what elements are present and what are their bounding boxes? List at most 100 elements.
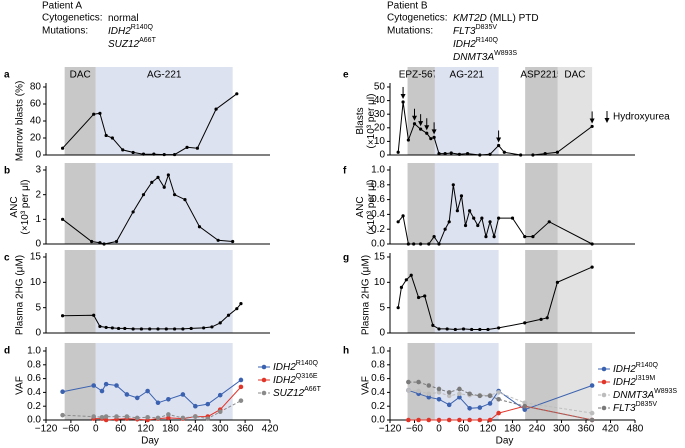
series-line (408, 389, 593, 414)
data-point (396, 306, 400, 310)
treatment-band (64, 163, 96, 244)
data-point (467, 391, 472, 397)
legend-marker (601, 366, 607, 372)
data-point (399, 285, 404, 289)
data-point (412, 242, 416, 246)
treatment-band (557, 343, 593, 420)
data-point (496, 397, 501, 402)
data-point (477, 405, 483, 410)
x-axis-label: Day (141, 436, 159, 447)
data-point (423, 294, 427, 298)
mutation: DNMT3AW893S (453, 50, 517, 63)
y-tick-label: 20 (30, 133, 42, 144)
panel-letter: g (343, 253, 349, 264)
y-tick-label: 0.6 (371, 373, 385, 384)
y-tick-label: 0.2 (371, 224, 385, 235)
y-tick-label: 2 (35, 189, 41, 200)
data-point (60, 314, 65, 318)
legend-gene: FLT3 (613, 403, 636, 414)
data-point (459, 194, 464, 198)
y-tick-label: 0 (35, 239, 41, 250)
data-point (486, 327, 490, 332)
y-tick-label: 0.4 (27, 387, 41, 398)
data-point (166, 415, 171, 421)
treatment-band (525, 343, 558, 420)
data-point (60, 217, 65, 221)
data-point (205, 416, 211, 421)
y-axis-label: ANC (355, 196, 366, 217)
data-point (183, 198, 187, 202)
variant: R140Q (131, 24, 154, 31)
gene: DNMT3A (453, 52, 494, 63)
data-point (134, 395, 140, 401)
y-axis-label: Blasts (355, 107, 366, 134)
x-tick-label: 180 (162, 424, 179, 435)
data-point (193, 403, 198, 409)
data-point (110, 136, 114, 140)
y-tick-label: 0 (379, 150, 385, 161)
y-tick-label: 15 (30, 252, 42, 263)
y-tick-label: 0.0 (371, 239, 385, 250)
y-tick-label: 40 (374, 95, 386, 106)
x-tick-label: 480 (627, 424, 644, 435)
x-tick-label: 240 (529, 424, 546, 435)
y-tick-label: 5 (379, 302, 385, 313)
x-tick-label: 0 (93, 424, 99, 435)
data-point (181, 327, 185, 331)
data-point (90, 239, 94, 244)
data-point (156, 175, 160, 179)
data-point (436, 390, 442, 395)
x-tick-label: 60 (458, 424, 470, 435)
treatment-band (557, 67, 593, 155)
treatment-band (95, 67, 233, 155)
data-point (406, 242, 410, 246)
legend-gene: DNMT3A (613, 390, 654, 401)
data-point (238, 377, 244, 383)
y-tick-label: 0.8 (371, 359, 385, 370)
y-axis-label: (×10³ per μl) (20, 180, 31, 235)
variant: R140Q (476, 37, 499, 44)
data-point (103, 381, 109, 387)
treatment-band (95, 343, 233, 420)
data-point (131, 327, 135, 331)
data-point (519, 153, 523, 157)
data-point (472, 216, 476, 220)
data-point (446, 417, 452, 423)
data-point (231, 239, 235, 244)
data-point (166, 173, 170, 177)
x-tick-label: 300 (553, 424, 570, 435)
mutation: IDH2R140Q (453, 37, 499, 50)
data-point (214, 107, 218, 111)
legend-variant: W893S (654, 388, 677, 395)
legend-variant: Q316E (296, 373, 318, 380)
data-point (446, 393, 452, 399)
data-point (150, 180, 154, 184)
legend-label: IDH2R140Q (273, 360, 319, 373)
data-point (589, 383, 595, 388)
y-axis-label: (×10³ per μl) (366, 180, 377, 235)
data-point (497, 216, 501, 220)
panel-letter: h (343, 346, 349, 357)
data-point (205, 401, 211, 407)
data-point (437, 327, 441, 331)
y-axis-label: Marrow blasts (%) (15, 81, 26, 162)
x-axis-label: Day (496, 436, 514, 447)
y-tick-label: 10 (374, 277, 386, 288)
data-point (436, 397, 442, 402)
hydroxyurea-arrow (589, 111, 595, 124)
data-point (465, 152, 470, 156)
data-point (431, 323, 435, 327)
data-point (436, 386, 442, 392)
x-tick-label: −120 (379, 424, 402, 435)
variant: A66T (139, 37, 156, 44)
data-point (461, 327, 466, 331)
data-point (455, 209, 459, 213)
treatment-label: EPZ-5676 (399, 70, 444, 81)
y-axis-label: Plasma 2HG (μM) (15, 255, 26, 335)
x-tick-label: 360 (237, 424, 254, 435)
data-point (226, 313, 231, 317)
data-point (447, 220, 451, 224)
legend-variant: R140Q (296, 360, 319, 367)
data-point (91, 383, 97, 388)
legend-label: IDH2R140Q (613, 362, 659, 375)
